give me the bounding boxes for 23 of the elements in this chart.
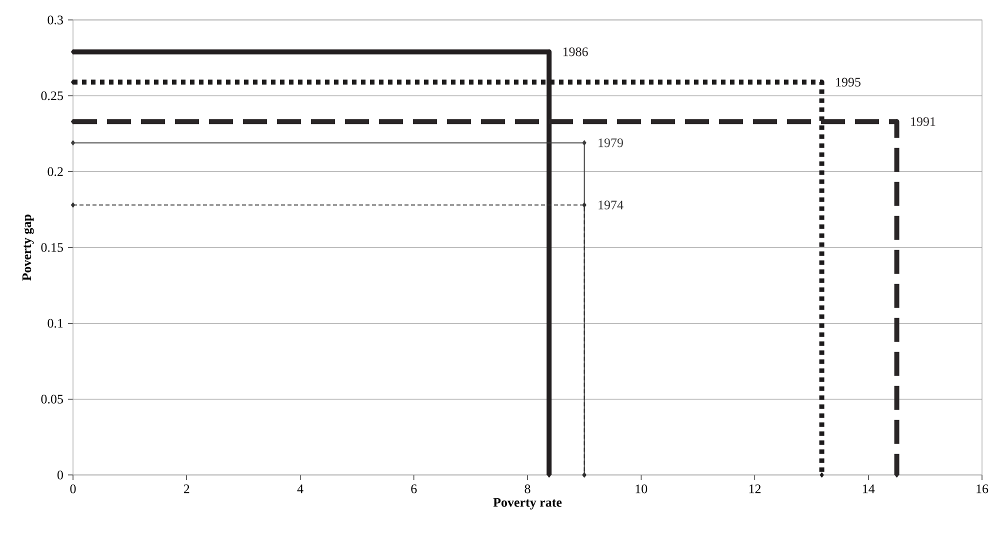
x-tick-label: 2 [184, 484, 190, 494]
x-tick-label: 4 [297, 484, 304, 494]
y-tick-label: 0.3 [48, 16, 63, 24]
x-tick-label: 10 [636, 484, 648, 494]
x-tick-label: 12 [749, 484, 761, 494]
y-tick-label: 0.2 [48, 167, 63, 176]
x-tick-label: 8 [524, 484, 530, 494]
y-tick-label: 0.05 [41, 394, 63, 404]
series-label: 1991 [911, 117, 936, 126]
x-tick-label: 14 [863, 484, 875, 494]
series-label: 1995 [836, 78, 860, 87]
y-tick-label: 0.25 [41, 91, 63, 100]
series-label: 1986 [563, 47, 588, 56]
x-axis-title: Poverty rate [493, 498, 562, 510]
x-tick-label: 0 [70, 484, 76, 494]
y-tick-label: 0 [57, 470, 63, 480]
series-label: 1979 [598, 138, 623, 148]
series-label: 1974 [598, 200, 624, 210]
y-tick-label: 0.1 [48, 318, 63, 328]
y-tick-label: 0.15 [41, 243, 63, 252]
x-tick-label: 16 [976, 484, 988, 494]
y-axis-title: Poverty gap [22, 214, 34, 281]
x-tick-label: 6 [411, 484, 417, 494]
